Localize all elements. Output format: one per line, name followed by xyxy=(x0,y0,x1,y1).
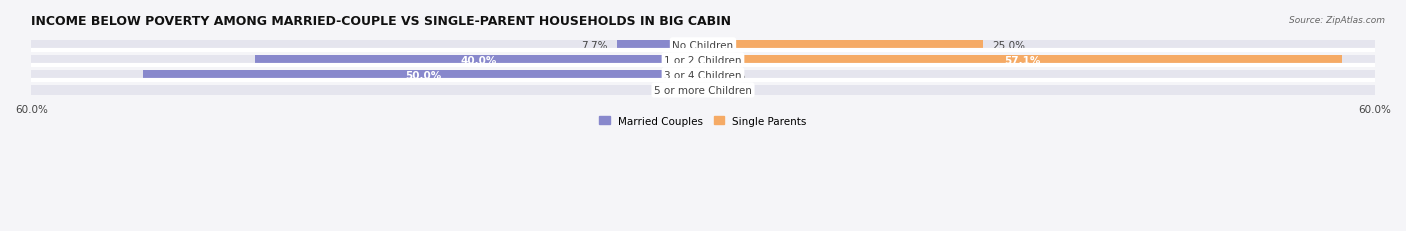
Text: 7.7%: 7.7% xyxy=(581,41,607,51)
Bar xyxy=(703,41,1375,50)
Bar xyxy=(703,41,983,50)
Bar xyxy=(703,86,1375,95)
Text: 1 or 2 Children: 1 or 2 Children xyxy=(664,56,742,66)
Bar xyxy=(617,41,703,50)
Text: 25.0%: 25.0% xyxy=(991,41,1025,51)
Bar xyxy=(31,56,703,65)
Bar xyxy=(31,86,703,95)
Text: No Children: No Children xyxy=(672,41,734,51)
Text: 3 or 4 Children: 3 or 4 Children xyxy=(664,71,742,81)
Bar xyxy=(703,56,1375,65)
Text: 50.0%: 50.0% xyxy=(405,71,441,81)
Bar xyxy=(703,56,1343,65)
Text: 57.1%: 57.1% xyxy=(1004,56,1040,66)
Text: INCOME BELOW POVERTY AMONG MARRIED-COUPLE VS SINGLE-PARENT HOUSEHOLDS IN BIG CAB: INCOME BELOW POVERTY AMONG MARRIED-COUPL… xyxy=(31,15,731,28)
Text: 0.0%: 0.0% xyxy=(720,71,747,81)
Bar xyxy=(703,71,1375,80)
Bar xyxy=(256,56,703,65)
Bar xyxy=(31,71,703,80)
Text: 5 or more Children: 5 or more Children xyxy=(654,86,752,96)
Bar xyxy=(143,71,703,80)
Bar xyxy=(31,41,703,50)
Text: 0.0%: 0.0% xyxy=(720,86,747,96)
Text: 0.0%: 0.0% xyxy=(659,86,686,96)
Legend: Married Couples, Single Parents: Married Couples, Single Parents xyxy=(595,112,811,131)
Text: Source: ZipAtlas.com: Source: ZipAtlas.com xyxy=(1289,16,1385,25)
Text: 40.0%: 40.0% xyxy=(461,56,498,66)
